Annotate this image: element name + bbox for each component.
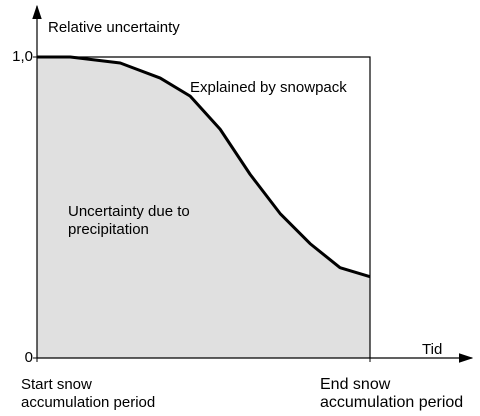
annotation: Explained by snowpack — [190, 79, 347, 96]
annotation: Uncertainty due to precipitation — [68, 203, 190, 238]
area — [37, 57, 370, 358]
frame — [37, 56, 371, 358]
y-axis-label: Relative uncertainty — [48, 19, 180, 36]
x-axis-label: Tid — [422, 341, 443, 358]
line — [37, 55, 371, 279]
y-tick-label: 0 — [24, 349, 33, 366]
x-tick-label: End snow accumulation period — [320, 376, 464, 411]
x-tick-label: Start snow accumulation period — [21, 376, 156, 411]
y-tick-label: 1,0 — [12, 48, 33, 65]
